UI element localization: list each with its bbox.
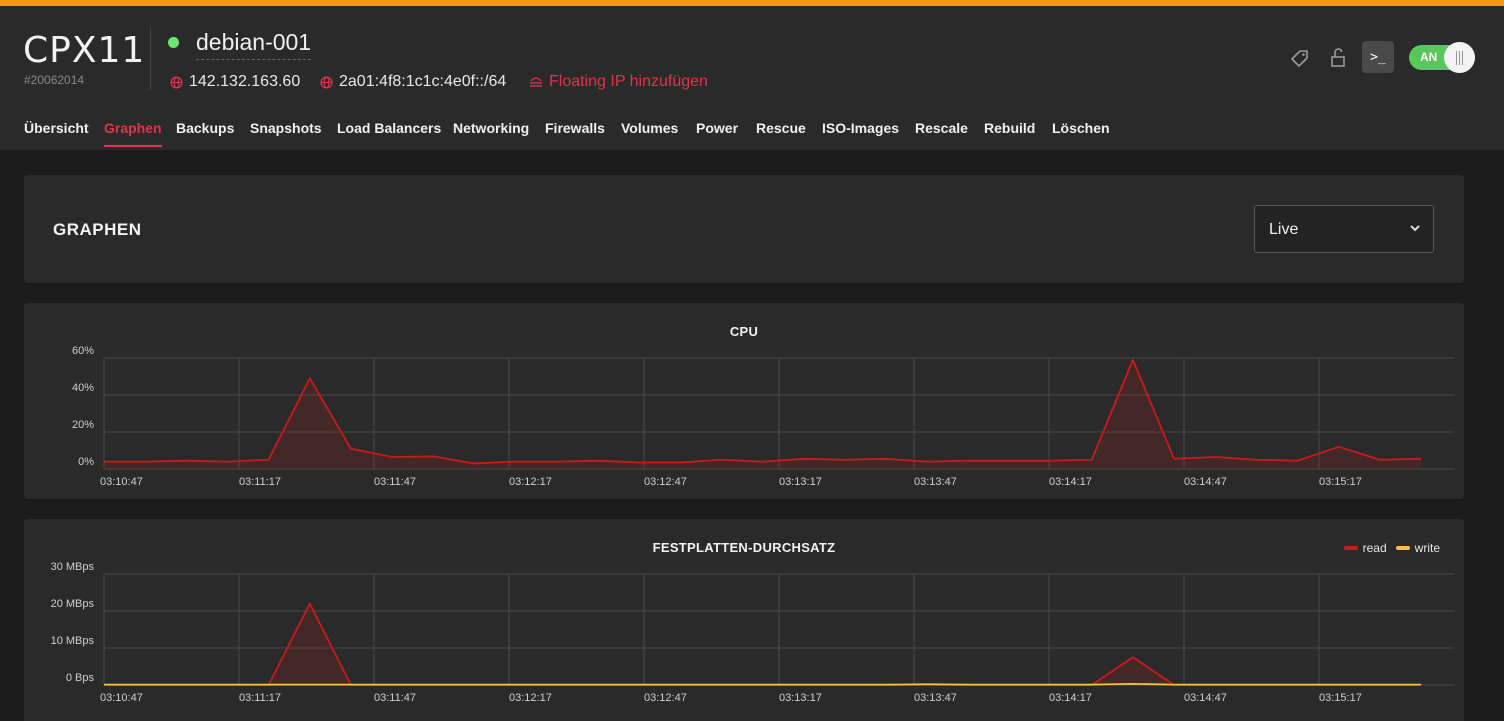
tab-power[interactable]: Power xyxy=(696,120,739,136)
y-tick-label: 0 Bps xyxy=(66,672,95,684)
tab-loeschen[interactable]: Löschen xyxy=(1052,120,1110,136)
ipv6-address[interactable]: 2a01:4f8:1c1c:4e0f::/64 xyxy=(320,73,506,91)
x-tick-label: 03:12:17 xyxy=(509,476,552,488)
cpu-chart-title: CPU xyxy=(729,324,759,339)
x-tick-label: 03:15:17 xyxy=(1319,692,1362,704)
y-tick-label: 0% xyxy=(78,456,94,468)
time-range-select[interactable]: Live xyxy=(1254,205,1434,253)
series-line-0 xyxy=(104,358,1422,465)
disk-chart-title: FESTPLATTEN-DURCHSATZ xyxy=(652,540,836,555)
y-tick-label: 60% xyxy=(72,345,94,357)
lock-open-icon[interactable] xyxy=(1326,46,1350,70)
tab-graphen[interactable]: Graphen xyxy=(104,120,162,147)
x-tick-label: 03:10:47 xyxy=(100,476,143,488)
legend-item-read[interactable]: read xyxy=(1343,541,1387,555)
server-name[interactable]: debian-001 xyxy=(196,29,312,60)
add-floating-ip-link[interactable]: Floating IP hinzufügen xyxy=(529,73,708,91)
x-tick-label: 03:14:47 xyxy=(1184,692,1227,704)
legend-label-read: read xyxy=(1362,541,1387,555)
tab-networking[interactable]: Networking xyxy=(453,120,530,136)
x-tick-label: 03:15:17 xyxy=(1319,476,1362,488)
x-tick-label: 03:12:17 xyxy=(509,692,552,704)
disk-throughput-chart-panel: FESTPLATTEN-DURCHSATZ read write 30 MBps… xyxy=(24,519,1464,721)
x-tick-label: 03:14:17 xyxy=(1049,476,1092,488)
chevron-down-icon xyxy=(1410,225,1420,232)
disk-throughput-chart[interactable]: 30 MBps 20 MBps 10 MBps 0 Bps 03:10:47 03:11:… xyxy=(24,519,1464,721)
x-tick-label: 03:13:17 xyxy=(779,692,822,704)
console-button[interactable]: >_ xyxy=(1362,41,1394,73)
tab-iso-images[interactable]: ISO-Images xyxy=(822,120,900,136)
x-tick-label: 03:11:47 xyxy=(374,692,416,704)
legend-item-write[interactable]: write xyxy=(1395,541,1440,555)
x-tick-label: 03:12:47 xyxy=(644,692,687,704)
y-tick-label: 10 MBps xyxy=(51,635,95,647)
cpu-chart-panel: CPU 60% 40% 20% 0% 03:10:47 03:11:17 03:11:47 0… xyxy=(24,303,1464,499)
power-toggle[interactable]: AN xyxy=(1409,42,1475,73)
server-header: CPX11 #20062014 debian-001 142.132.163.6… xyxy=(0,6,1504,150)
y-tick-label: 30 MBps xyxy=(51,561,95,573)
y-tick-label: 20% xyxy=(72,419,94,431)
x-tick-label: 03:11:17 xyxy=(239,476,281,488)
y-tick-label: 40% xyxy=(72,382,94,394)
tab-rebuild[interactable]: Rebuild xyxy=(984,120,1036,136)
chart-legend: read write xyxy=(1335,541,1440,555)
ipv6-label: 2a01:4f8:1c1c:4e0f::/64 xyxy=(339,73,507,90)
floating-ip-label: Floating IP hinzufügen xyxy=(549,73,708,90)
power-toggle-knob[interactable] xyxy=(1444,42,1475,73)
tab-rescue[interactable]: Rescue xyxy=(756,120,806,136)
floating-ip-icon xyxy=(530,76,542,87)
ipv4-address[interactable]: 142.132.163.60 xyxy=(170,73,300,91)
tab-load-balancers[interactable]: Load Balancers xyxy=(337,120,442,136)
tab-volumes[interactable]: Volumes xyxy=(621,120,679,136)
graphs-header-panel: GRAPHEN Live xyxy=(24,175,1464,283)
power-state-label: AN xyxy=(1420,50,1438,64)
tab-backups[interactable]: Backups xyxy=(176,120,235,136)
tab-uebersicht[interactable]: Übersicht xyxy=(24,120,89,136)
tab-snapshots[interactable]: Snapshots xyxy=(250,120,322,136)
x-tick-label: 03:11:17 xyxy=(239,692,281,704)
y-tick-label: 20 MBps xyxy=(51,598,95,610)
console-icon: >_ xyxy=(1370,49,1386,65)
series-area-0 xyxy=(104,359,1421,469)
ipv4-label: 142.132.163.60 xyxy=(189,73,301,90)
x-tick-label: 03:13:47 xyxy=(914,692,957,704)
legend-swatch-read xyxy=(1343,546,1358,550)
globe-icon xyxy=(320,75,333,89)
tab-firewalls[interactable]: Firewalls xyxy=(545,120,605,136)
x-tick-label: 03:11:47 xyxy=(374,476,416,488)
page-title: GRAPHEN xyxy=(53,220,142,239)
time-range-value: Live xyxy=(1269,221,1299,238)
header-divider xyxy=(150,28,151,90)
x-tick-label: 03:13:47 xyxy=(914,476,957,488)
status-indicator xyxy=(168,37,179,48)
legend-swatch-write xyxy=(1395,546,1410,550)
tab-rescale[interactable]: Rescale xyxy=(915,120,968,136)
x-tick-label: 03:14:47 xyxy=(1184,476,1227,488)
x-tick-label: 03:10:47 xyxy=(100,692,143,704)
series-area-read xyxy=(104,603,1421,685)
x-tick-label: 03:13:17 xyxy=(779,476,822,488)
globe-icon xyxy=(170,75,183,89)
tag-icon[interactable] xyxy=(1288,46,1312,70)
server-type: CPX11 xyxy=(23,30,146,71)
top-accent-bar xyxy=(0,0,1504,6)
legend-label-write: write xyxy=(1414,541,1440,555)
x-tick-label: 03:12:47 xyxy=(644,476,687,488)
x-tick-label: 03:14:17 xyxy=(1049,692,1092,704)
series-line-write xyxy=(104,682,1421,686)
server-id: #20062014 xyxy=(24,73,85,87)
cpu-chart[interactable]: 60% 40% 20% 0% 03:10:47 03:11:17 03:11:47 03:12… xyxy=(24,303,1464,499)
